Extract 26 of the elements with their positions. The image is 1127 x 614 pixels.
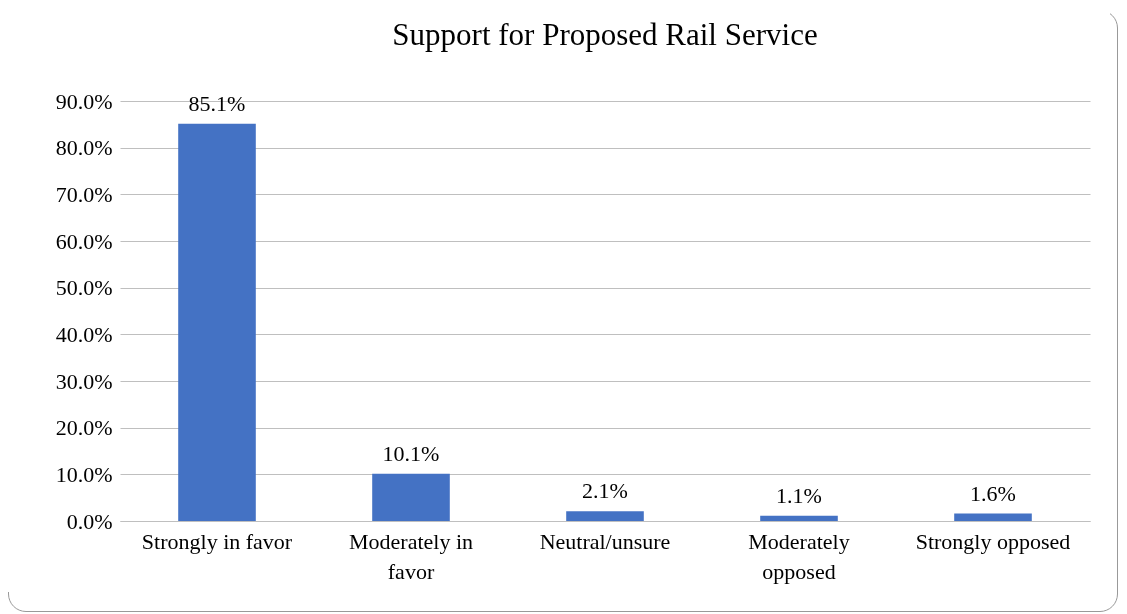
- y-tick-label: 80.0%: [55, 135, 113, 161]
- y-tick-label: 50.0%: [55, 275, 113, 301]
- bar: [178, 123, 256, 521]
- data-label: 1.1%: [776, 482, 822, 508]
- x-tick-label: Strongly in favor: [141, 528, 293, 554]
- y-tick-label: 90.0%: [55, 88, 113, 114]
- data-label: 2.1%: [582, 478, 628, 504]
- y-tick-label: 70.0%: [55, 181, 113, 207]
- bar: [566, 511, 644, 521]
- y-tick-label: 60.0%: [55, 228, 113, 254]
- data-label: 10.1%: [382, 440, 440, 466]
- y-tick-label: 40.0%: [55, 321, 113, 347]
- x-tick-label: Moderately opposed: [748, 528, 850, 584]
- x-tick-label: Moderately in favor: [348, 528, 474, 584]
- bar: [760, 515, 838, 521]
- bar: [372, 473, 450, 521]
- y-tick-label: 0.0%: [66, 508, 113, 534]
- data-label: 1.6%: [970, 480, 1016, 506]
- y-tick-label: 10.0%: [55, 461, 113, 487]
- x-tick-label: Neutral/unsure: [539, 528, 671, 554]
- bar: [954, 513, 1032, 521]
- data-label: 85.1%: [188, 90, 246, 116]
- chart-title: Support for Proposed Rail Service: [392, 17, 818, 52]
- y-tick-label: 20.0%: [55, 415, 113, 441]
- y-tick-label: 30.0%: [55, 368, 113, 394]
- x-tick-label: Strongly opposed: [915, 528, 1071, 554]
